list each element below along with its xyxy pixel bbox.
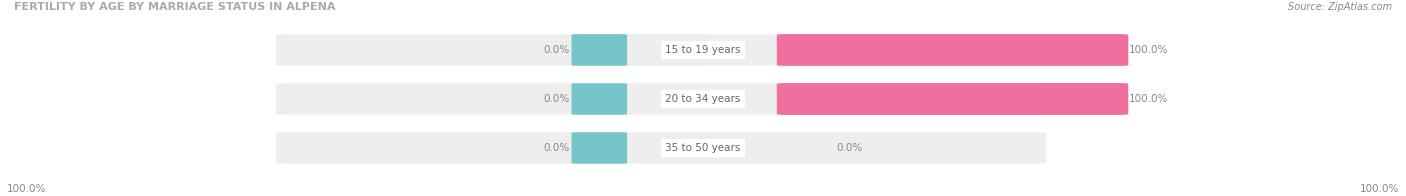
Text: 0.0%: 0.0% — [543, 143, 569, 153]
Text: 100.0%: 100.0% — [7, 184, 46, 194]
Text: FERTILITY BY AGE BY MARRIAGE STATUS IN ALPENA: FERTILITY BY AGE BY MARRIAGE STATUS IN A… — [14, 2, 336, 12]
FancyBboxPatch shape — [276, 34, 716, 66]
FancyBboxPatch shape — [606, 83, 1046, 115]
Text: 0.0%: 0.0% — [837, 143, 863, 153]
FancyBboxPatch shape — [778, 34, 1129, 66]
Text: 15 to 19 years: 15 to 19 years — [665, 45, 741, 55]
Text: 100.0%: 100.0% — [1360, 184, 1399, 194]
FancyBboxPatch shape — [606, 34, 1046, 66]
Text: 20 to 34 years: 20 to 34 years — [665, 94, 741, 104]
FancyBboxPatch shape — [276, 132, 716, 164]
Text: 100.0%: 100.0% — [1129, 94, 1168, 104]
Text: Source: ZipAtlas.com: Source: ZipAtlas.com — [1288, 2, 1392, 12]
Text: 35 to 50 years: 35 to 50 years — [665, 143, 741, 153]
Text: 0.0%: 0.0% — [543, 94, 569, 104]
FancyBboxPatch shape — [276, 83, 716, 115]
FancyBboxPatch shape — [571, 34, 627, 66]
FancyBboxPatch shape — [778, 83, 1129, 115]
FancyBboxPatch shape — [606, 132, 1046, 164]
Text: 0.0%: 0.0% — [543, 45, 569, 55]
FancyBboxPatch shape — [571, 132, 627, 164]
FancyBboxPatch shape — [571, 83, 627, 115]
Text: 100.0%: 100.0% — [1129, 45, 1168, 55]
